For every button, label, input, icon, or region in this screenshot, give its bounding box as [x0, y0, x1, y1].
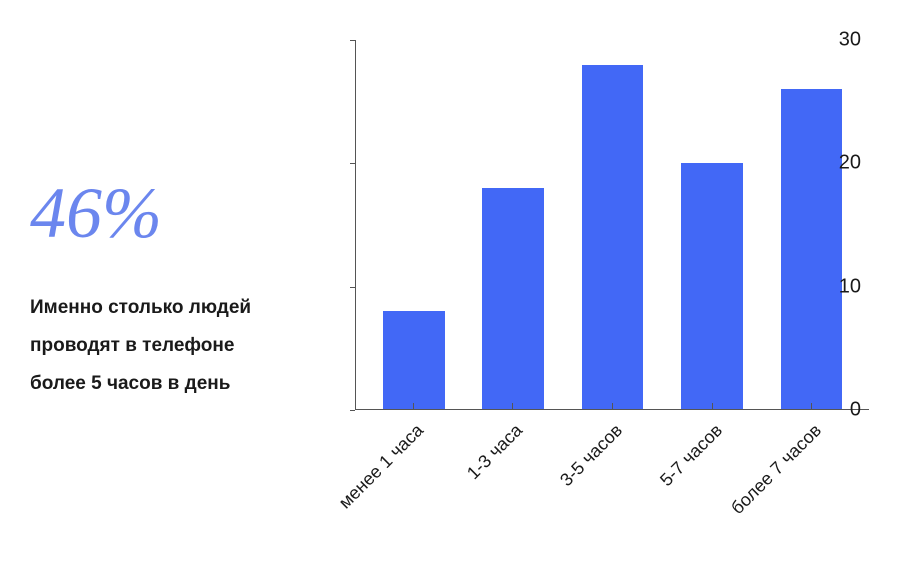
- x-label-slot: 3-5 часов: [562, 410, 662, 560]
- bar-slot: [364, 40, 463, 409]
- x-tick-mark: [811, 403, 812, 409]
- x-tick-label: менее 1 часа: [334, 420, 427, 513]
- x-tick-mark: [512, 403, 513, 409]
- x-tick-label: 5-7 часов: [656, 420, 727, 491]
- left-panel: 46% Именно столько людей проводят в теле…: [0, 0, 300, 580]
- infographic-container: 46% Именно столько людей проводят в теле…: [0, 0, 909, 580]
- bar: [582, 65, 644, 409]
- bar: [681, 163, 743, 409]
- bar: [482, 188, 544, 409]
- bar-slot: [662, 40, 761, 409]
- x-tick-mark: [612, 403, 613, 409]
- bar: [781, 89, 843, 409]
- x-tick-mark: [413, 403, 414, 409]
- bar-chart: 0102030 менее 1 часа1-3 часа3-5 часов5-7…: [310, 20, 869, 560]
- x-axis-labels: менее 1 часа1-3 часа3-5 часов5-7 часовбо…: [355, 410, 869, 560]
- stat-caption: Именно столько людей проводят в телефоне…: [30, 289, 280, 403]
- bar: [383, 311, 445, 409]
- stat-percentage: 46%: [30, 177, 280, 249]
- chart-panel: 0102030 менее 1 часа1-3 часа3-5 часов5-7…: [300, 0, 909, 580]
- y-tick-mark: [350, 163, 355, 164]
- x-tick-mark: [712, 403, 713, 409]
- y-tick-label: 20: [839, 152, 861, 175]
- x-label-slot: 1-3 часа: [463, 410, 563, 560]
- bar-slot: [463, 40, 562, 409]
- y-tick-label: 10: [839, 275, 861, 298]
- bar-slot: [762, 40, 861, 409]
- y-tick-label: 30: [839, 29, 861, 52]
- y-tick-mark: [350, 40, 355, 41]
- x-tick-label: 3-5 часов: [556, 420, 627, 491]
- plot-area: [355, 40, 869, 410]
- bars-container: [356, 40, 869, 409]
- bar-slot: [563, 40, 662, 409]
- y-tick-mark: [350, 287, 355, 288]
- x-label-slot: более 7 часов: [761, 410, 861, 560]
- x-tick-label: 1-3 часа: [463, 420, 527, 484]
- x-label-slot: менее 1 часа: [363, 410, 463, 560]
